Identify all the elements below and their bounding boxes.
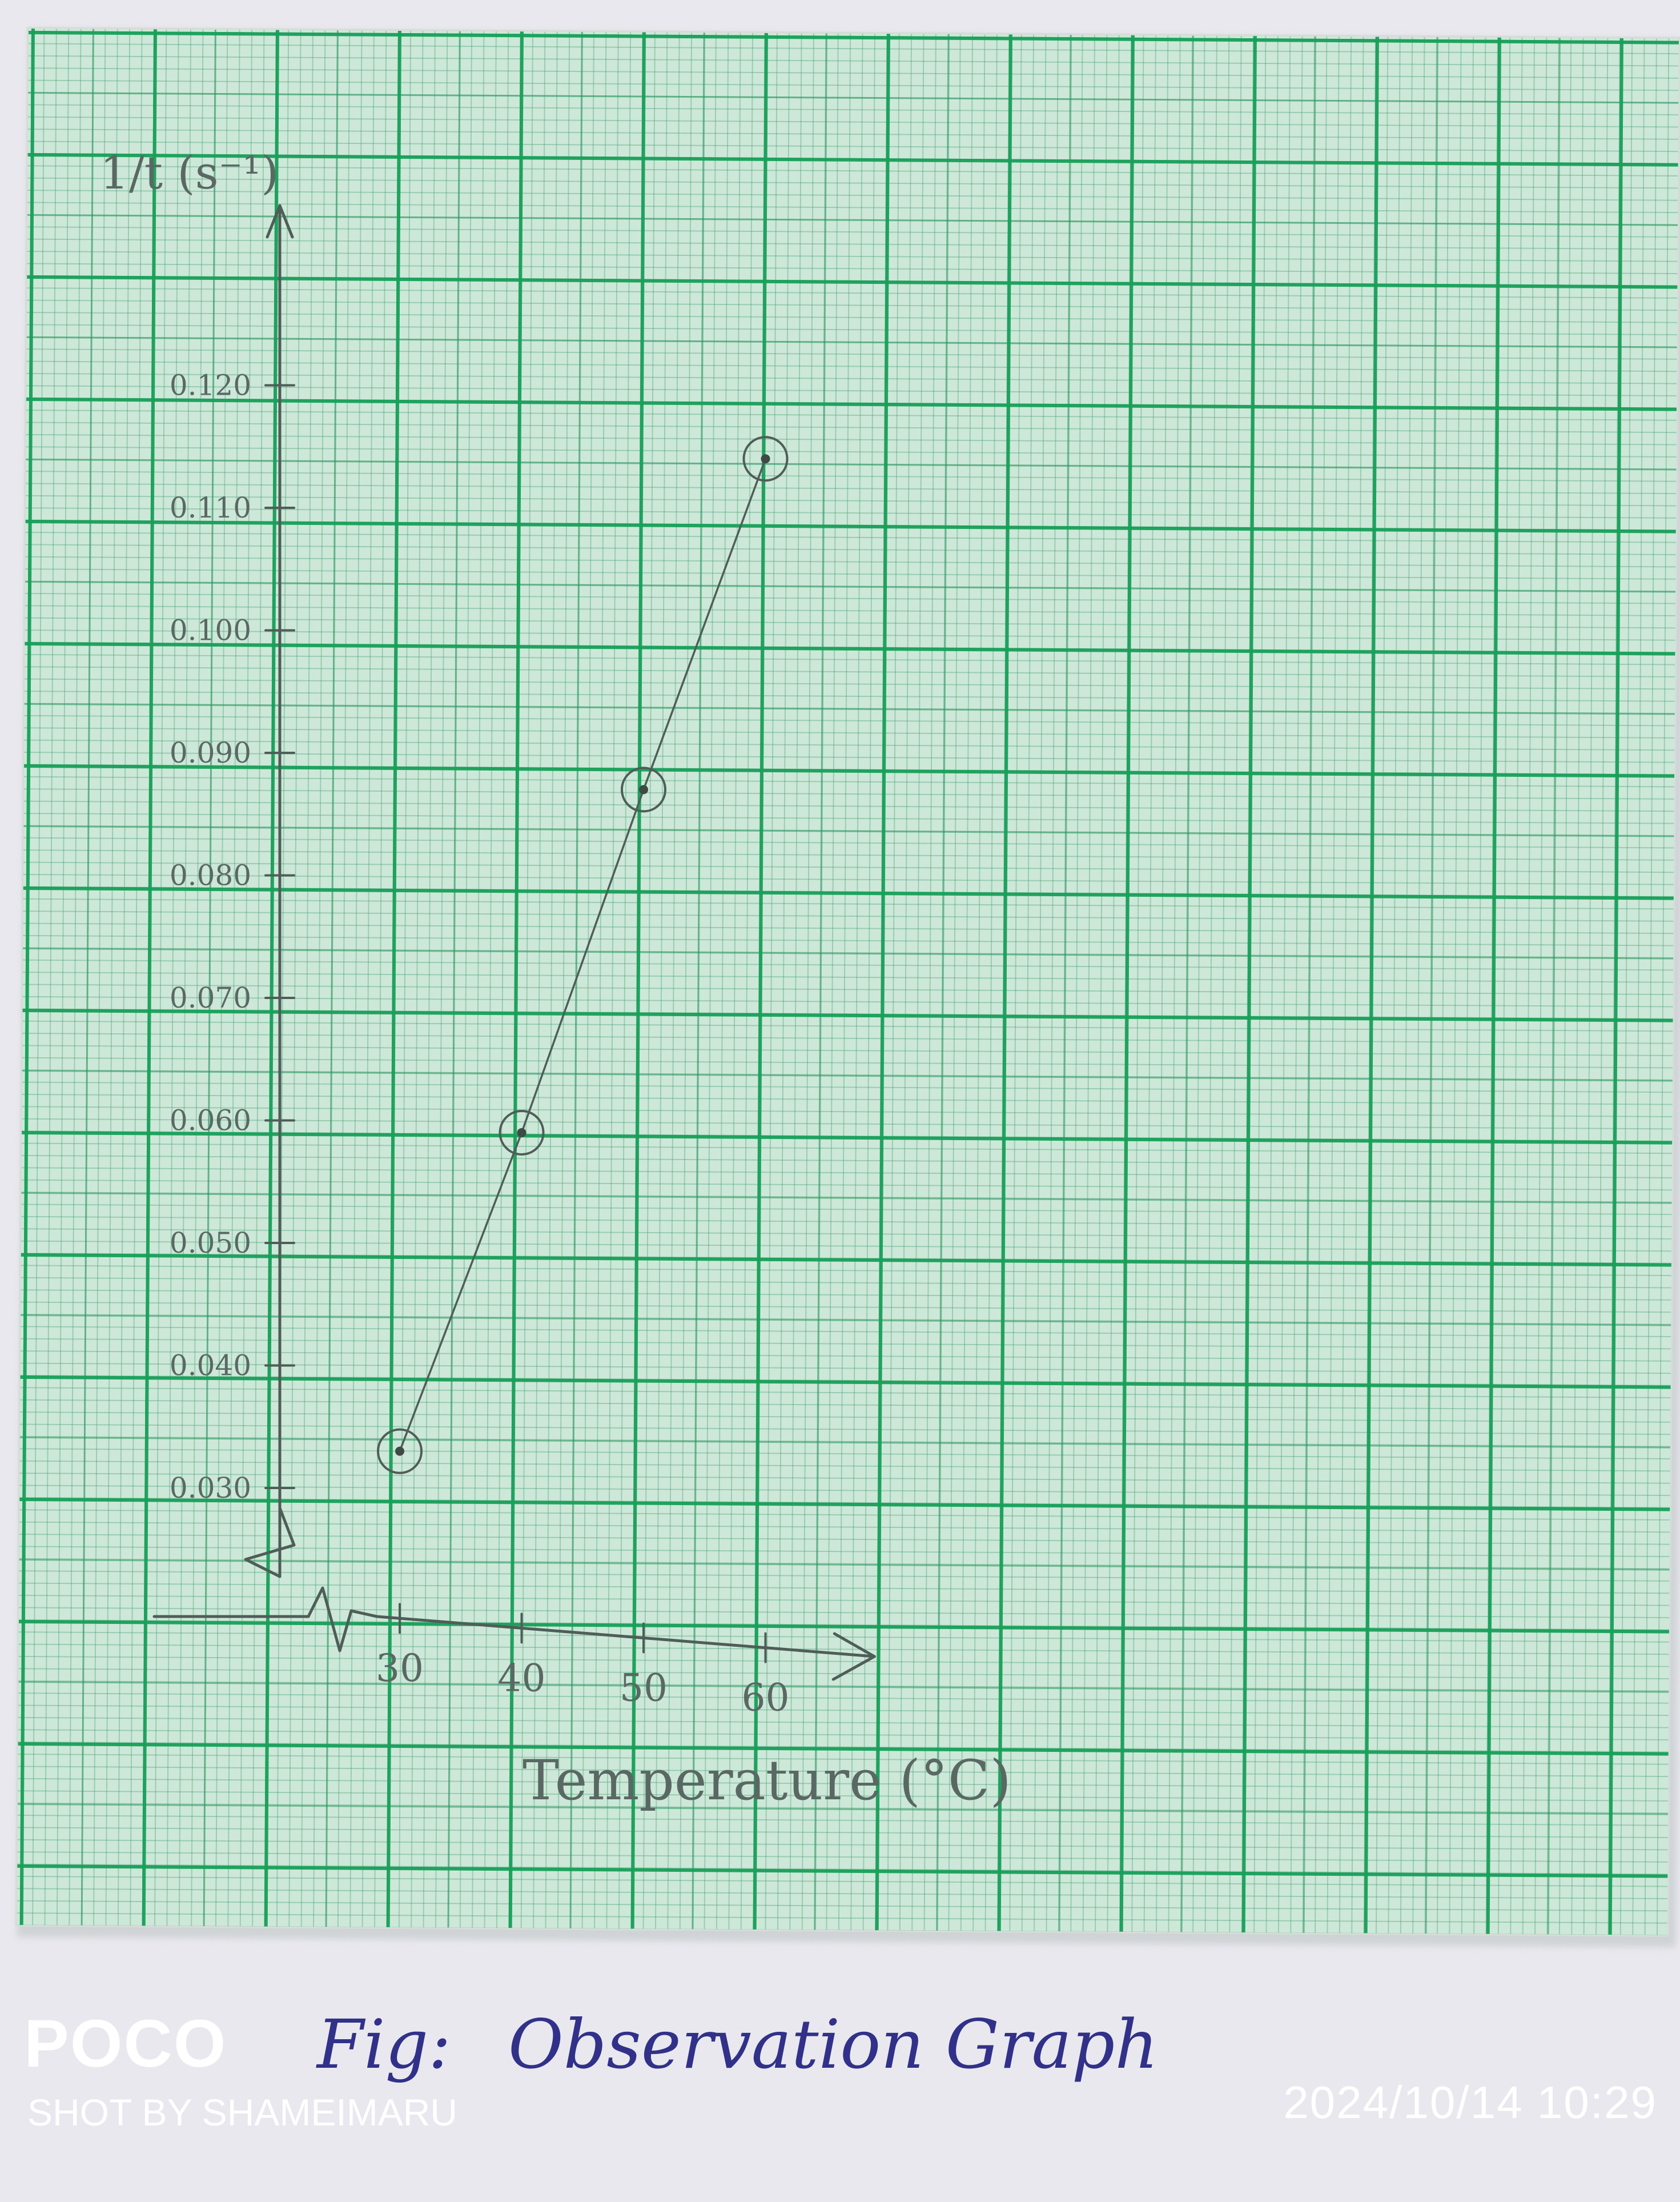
y-tick-label: 0.070 [170, 981, 251, 1014]
y-tick-label: 0.090 [170, 736, 251, 769]
axes [152, 204, 876, 1681]
photo-timestamp: 2024/10/14 10:29 [1283, 2077, 1657, 2128]
data-point-ring [742, 436, 789, 482]
data-point [517, 1128, 526, 1137]
x-tick-label: 50 [620, 1666, 668, 1710]
tick-marks [264, 384, 767, 1663]
series-segment [642, 458, 767, 791]
caption-title: Observation Graph [508, 2005, 1159, 2084]
y-tick-label: 0.030 [170, 1471, 251, 1505]
y-tick-label: 0.100 [170, 614, 251, 647]
y-axis-arrow [266, 204, 294, 239]
data-point-ring [377, 1428, 423, 1474]
data-point [761, 454, 770, 464]
x-tick-label: 60 [742, 1676, 790, 1720]
x-axis-title: Temperature (°C) [523, 1748, 1011, 1812]
brand-logo: POCO [24, 2006, 227, 2081]
data-point-ring [499, 1109, 545, 1156]
data-points [377, 436, 789, 1474]
x-tick-label: 30 [376, 1646, 424, 1690]
x-axis-break [307, 1586, 379, 1652]
caption-prefix: Fig: [317, 2005, 451, 2084]
y-axis-title: 1/t (s⁻¹) [100, 146, 279, 199]
data-point [395, 1446, 404, 1456]
x-tick-label: 40 [498, 1656, 546, 1700]
data-point [639, 785, 648, 795]
series-segment [399, 1132, 523, 1453]
y-tick-label: 0.120 [170, 369, 251, 402]
y-tick-label: 0.080 [170, 859, 251, 892]
y-tick-label: 0.110 [170, 491, 251, 524]
x-axis-arrow [831, 1632, 876, 1681]
series-line [399, 458, 767, 1453]
photo-credit: SHOT BY SHAMEIMARU [27, 2091, 458, 2133]
y-tick-label: 0.040 [170, 1349, 251, 1382]
data-point-ring [621, 767, 666, 813]
y-tick-label: 0.060 [170, 1104, 251, 1137]
x-axis-line [375, 1615, 876, 1658]
y-tick-label: 0.050 [170, 1226, 251, 1260]
y-axis-break [244, 1506, 296, 1578]
series-segment [520, 788, 645, 1134]
axis-labels: 0.030 0.040 0.050 0.060 0.070 0.080 0.090 0.100… [100, 146, 1011, 1812]
